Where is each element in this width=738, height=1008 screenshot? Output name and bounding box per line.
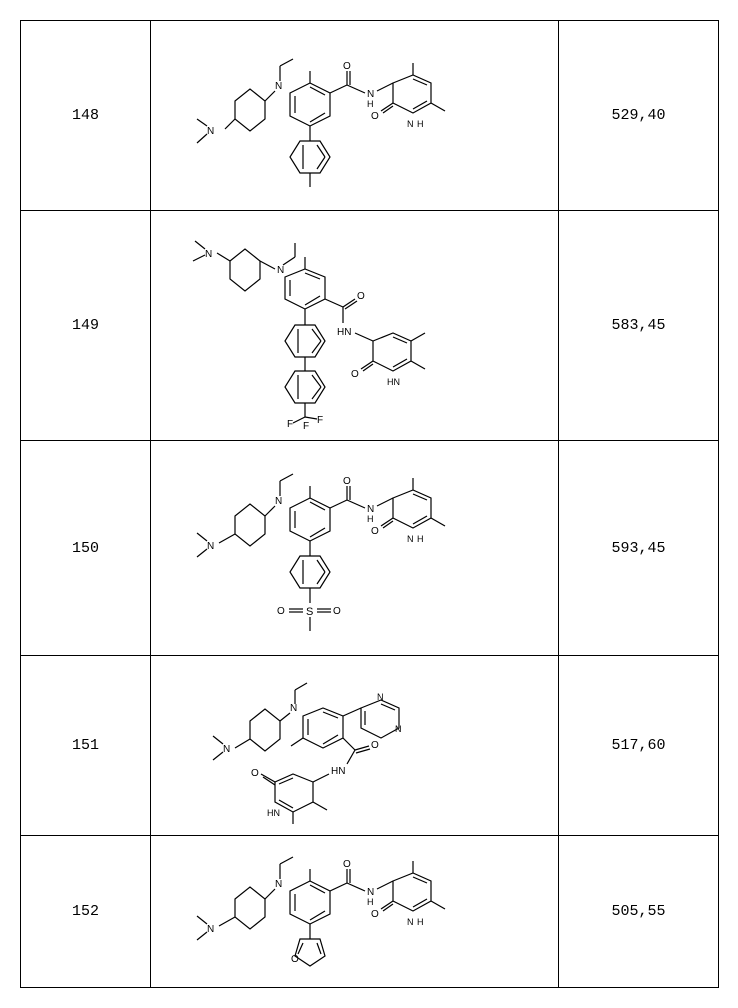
table-row: 151 N N — [21, 656, 719, 836]
svg-text:S: S — [306, 606, 313, 618]
svg-text:HN: HN — [267, 808, 280, 818]
structure-diagram: N N — [155, 221, 554, 431]
svg-text:H: H — [367, 897, 374, 907]
svg-text:N: N — [407, 917, 414, 927]
compound-table: 148 N N — [20, 20, 719, 988]
structure-cell: N N — [151, 211, 559, 441]
svg-text:F: F — [317, 415, 323, 426]
compound-id-cell: 148 — [21, 21, 151, 211]
compound-mass: 593,45 — [611, 540, 665, 557]
structure-diagram: N N — [155, 451, 554, 646]
svg-text:N: N — [277, 265, 284, 276]
svg-text:O: O — [343, 859, 351, 870]
svg-text:N: N — [275, 496, 282, 507]
svg-text:N: N — [223, 744, 230, 755]
compound-mass: 583,45 — [611, 317, 665, 334]
svg-text:H: H — [417, 119, 424, 129]
svg-text:O: O — [277, 606, 285, 617]
svg-text:N: N — [207, 924, 214, 935]
structure-cell: N N — [151, 21, 559, 211]
table-row: 150 N N — [21, 441, 719, 656]
svg-text:O: O — [343, 61, 351, 72]
svg-text:HN: HN — [387, 377, 400, 387]
svg-text:O: O — [357, 291, 365, 302]
compound-mass: 529,40 — [611, 107, 665, 124]
table-row: 152 N N — [21, 836, 719, 988]
svg-text:H: H — [367, 514, 374, 524]
svg-text:HN: HN — [337, 327, 351, 338]
compound-id-cell: 152 — [21, 836, 151, 988]
svg-text:F: F — [287, 419, 293, 430]
mass-cell: 593,45 — [559, 441, 719, 656]
svg-text:O: O — [251, 768, 259, 779]
svg-text:O: O — [291, 954, 299, 965]
svg-text:N: N — [407, 534, 414, 544]
compound-id: 150 — [72, 540, 99, 557]
svg-text:N: N — [275, 81, 282, 92]
svg-text:O: O — [371, 111, 379, 122]
table-row: 148 N N — [21, 21, 719, 211]
svg-text:N: N — [275, 879, 282, 890]
svg-text:O: O — [371, 740, 379, 751]
mass-cell: 517,60 — [559, 656, 719, 836]
svg-text:N: N — [207, 126, 214, 137]
compound-id-cell: 151 — [21, 656, 151, 836]
structure-diagram: N N — [155, 666, 554, 826]
svg-text:N: N — [205, 249, 212, 260]
svg-text:O: O — [333, 606, 341, 617]
structure-cell: N N — [151, 441, 559, 656]
table-row: 149 N N — [21, 211, 719, 441]
svg-text:N: N — [207, 541, 214, 552]
molecule-icon: N N — [175, 31, 535, 201]
svg-text:N: N — [377, 692, 384, 702]
compound-id: 148 — [72, 107, 99, 124]
structure-cell: N N — [151, 836, 559, 988]
compound-id-cell: 150 — [21, 441, 151, 656]
molecule-icon: N N — [175, 844, 535, 979]
svg-text:H: H — [367, 99, 374, 109]
mass-cell: 505,55 — [559, 836, 719, 988]
compound-id: 149 — [72, 317, 99, 334]
molecule-icon: N N — [195, 666, 515, 826]
molecule-icon: N N — [175, 221, 535, 431]
structure-cell: N N — [151, 656, 559, 836]
compound-mass: 505,55 — [611, 903, 665, 920]
svg-text:O: O — [343, 476, 351, 487]
svg-text:H: H — [417, 917, 424, 927]
compound-mass: 517,60 — [611, 737, 665, 754]
structure-diagram: N N — [155, 31, 554, 201]
compound-id: 152 — [72, 903, 99, 920]
structure-diagram: N N — [155, 844, 554, 979]
svg-text:N: N — [395, 724, 402, 734]
svg-text:N: N — [290, 703, 297, 714]
svg-text:F: F — [303, 421, 309, 431]
svg-text:O: O — [351, 369, 359, 380]
svg-text:O: O — [371, 526, 379, 537]
compound-id: 151 — [72, 737, 99, 754]
molecule-icon: N N — [175, 451, 535, 646]
compound-table-body: 148 N N — [21, 21, 719, 988]
svg-text:H: H — [417, 534, 424, 544]
mass-cell: 583,45 — [559, 211, 719, 441]
svg-text:N: N — [407, 119, 414, 129]
mass-cell: 529,40 — [559, 21, 719, 211]
svg-text:HN: HN — [331, 766, 345, 777]
compound-id-cell: 149 — [21, 211, 151, 441]
svg-text:O: O — [371, 909, 379, 920]
